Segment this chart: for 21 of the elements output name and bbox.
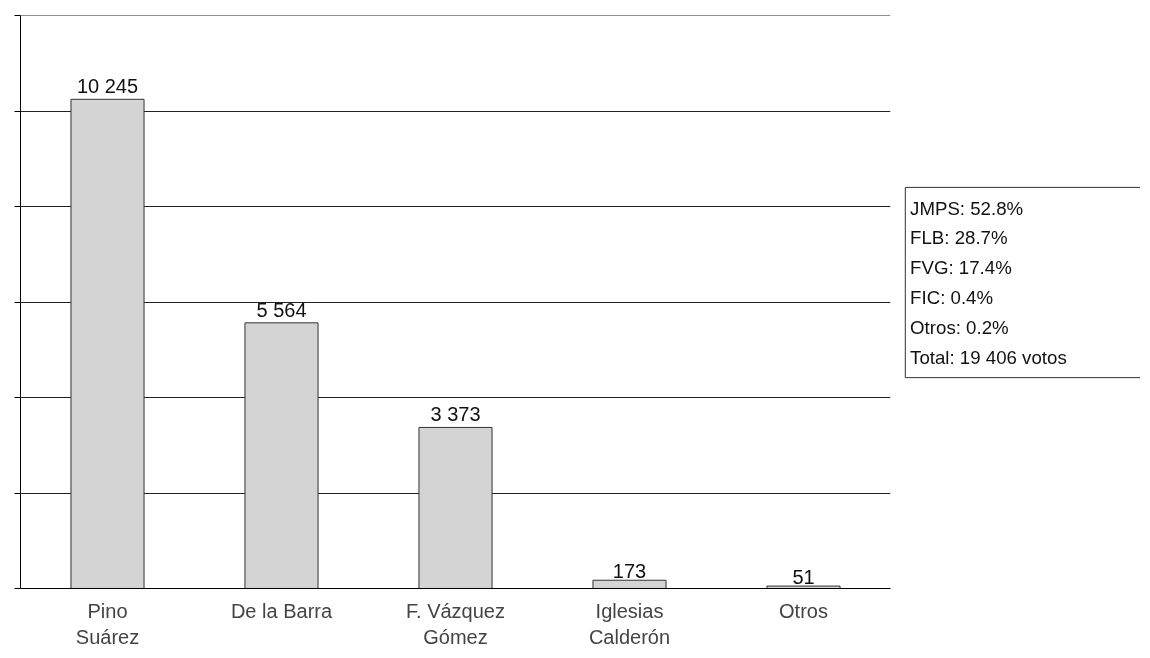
x-tick-label: F. Vázquez Gómez [406,599,505,648]
bar [244,322,319,589]
x-tick-label: Otros [779,599,828,622]
data-label: 3 373 [430,403,481,426]
text: FIC: 0.4% [910,286,994,308]
text: Otros: 0.2% [910,316,1009,338]
x-tick-label: Iglesias Calderón [588,599,671,648]
bar [766,585,841,589]
data-label: 5 564 [256,298,307,321]
bar [70,98,145,589]
data-label: 10 245 [76,75,139,98]
bar [418,426,493,589]
text: FLB: 28.7% [910,227,1008,249]
text: JMPS: 52.8% [910,197,1024,219]
text: Total: 19 406 votos [910,346,1067,368]
text: FVG: 17.4% [910,257,1012,279]
x-tick-label: Pino Suárez [75,599,140,648]
bar [592,579,667,589]
x-tick-label: De la Barra [230,599,333,622]
data-label: 173 [612,560,647,583]
data-label: 51 [792,566,815,589]
